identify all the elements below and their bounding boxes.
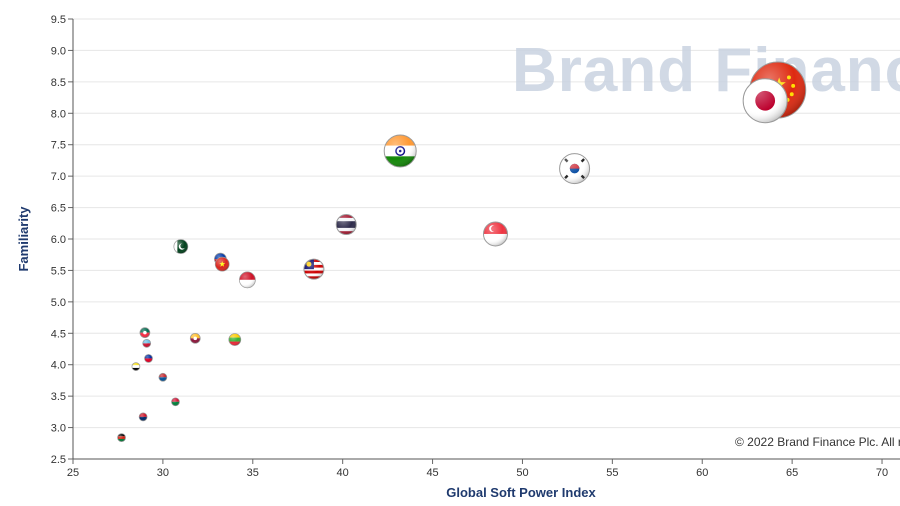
fiji-flag-icon[interactable]	[142, 338, 152, 348]
india-flag-icon[interactable]	[383, 134, 417, 168]
y-tick-label: 9.0	[51, 45, 66, 57]
myanmar-flag-icon[interactable]	[228, 333, 242, 346]
y-axis-title: Familiarity	[16, 206, 31, 272]
x-tick-label: 70	[876, 467, 888, 479]
data-points	[117, 61, 807, 442]
sri-lanka-flag-icon[interactable]	[189, 332, 201, 344]
pakistan-flag-icon[interactable]	[173, 239, 189, 254]
y-tick-label: 2.5	[51, 454, 66, 466]
x-tick-label: 55	[606, 467, 618, 479]
laos-flag-icon[interactable]	[138, 412, 148, 422]
malaysia-flag-icon[interactable]	[303, 258, 325, 280]
thailand-flag-icon[interactable]	[335, 214, 357, 236]
copyright-credit: © 2022 Brand Finance Plc. All ri	[735, 435, 900, 449]
y-tick-label: 9.5	[51, 14, 66, 26]
y-tick-label: 8.5	[51, 77, 66, 89]
indonesia-flag-icon[interactable]	[239, 271, 256, 289]
maldives-flag-icon[interactable]	[171, 397, 180, 407]
y-tick-label: 7.0	[51, 171, 66, 183]
watermark-text: Brand Financ	[512, 36, 900, 105]
y-tick-label: 7.5	[51, 140, 66, 152]
x-tick-label: 40	[337, 467, 349, 479]
afghanistan-flag-icon[interactable]	[117, 433, 126, 442]
x-tick-label: 25	[67, 467, 79, 479]
y-tick-label: 3.5	[51, 391, 66, 403]
y-tick-label: 4.5	[51, 328, 66, 340]
south-korea-flag-icon[interactable]	[559, 153, 591, 185]
axes: 2.5 3.0 3.5 4.0 4.5 5.0 5.5 6.0 6.5 7.0 7.5 8.0 8.5 9…	[51, 14, 900, 479]
japan-flag-icon[interactable]	[742, 78, 788, 124]
x-axis-title: Global Soft Power Index	[446, 485, 596, 500]
cambodia-flag-icon[interactable]	[144, 354, 153, 363]
brunei-flag-icon[interactable]	[131, 362, 141, 371]
y-tick-label: 5.5	[51, 265, 66, 277]
bangladesh-flag-icon[interactable]	[139, 327, 151, 339]
x-tick-label: 50	[516, 467, 528, 479]
vietnam-flag-icon[interactable]	[214, 256, 230, 272]
y-tick-label: 8.0	[51, 108, 66, 120]
y-tick-label: 4.0	[51, 360, 66, 372]
y-tick-label: 6.5	[51, 203, 66, 215]
y-tick-label: 6.0	[51, 234, 66, 246]
y-tick-label: 3.0	[51, 423, 66, 435]
x-tick-label: 30	[157, 467, 169, 479]
x-tick-label: 60	[696, 467, 708, 479]
x-tick-label: 45	[426, 467, 438, 479]
y-tick-label: 5.0	[51, 297, 66, 309]
x-tick-label: 35	[247, 467, 259, 479]
x-tick-label: 65	[786, 467, 798, 479]
singapore-flag-icon[interactable]	[482, 221, 508, 247]
mongolia-flag-icon[interactable]	[158, 372, 168, 382]
